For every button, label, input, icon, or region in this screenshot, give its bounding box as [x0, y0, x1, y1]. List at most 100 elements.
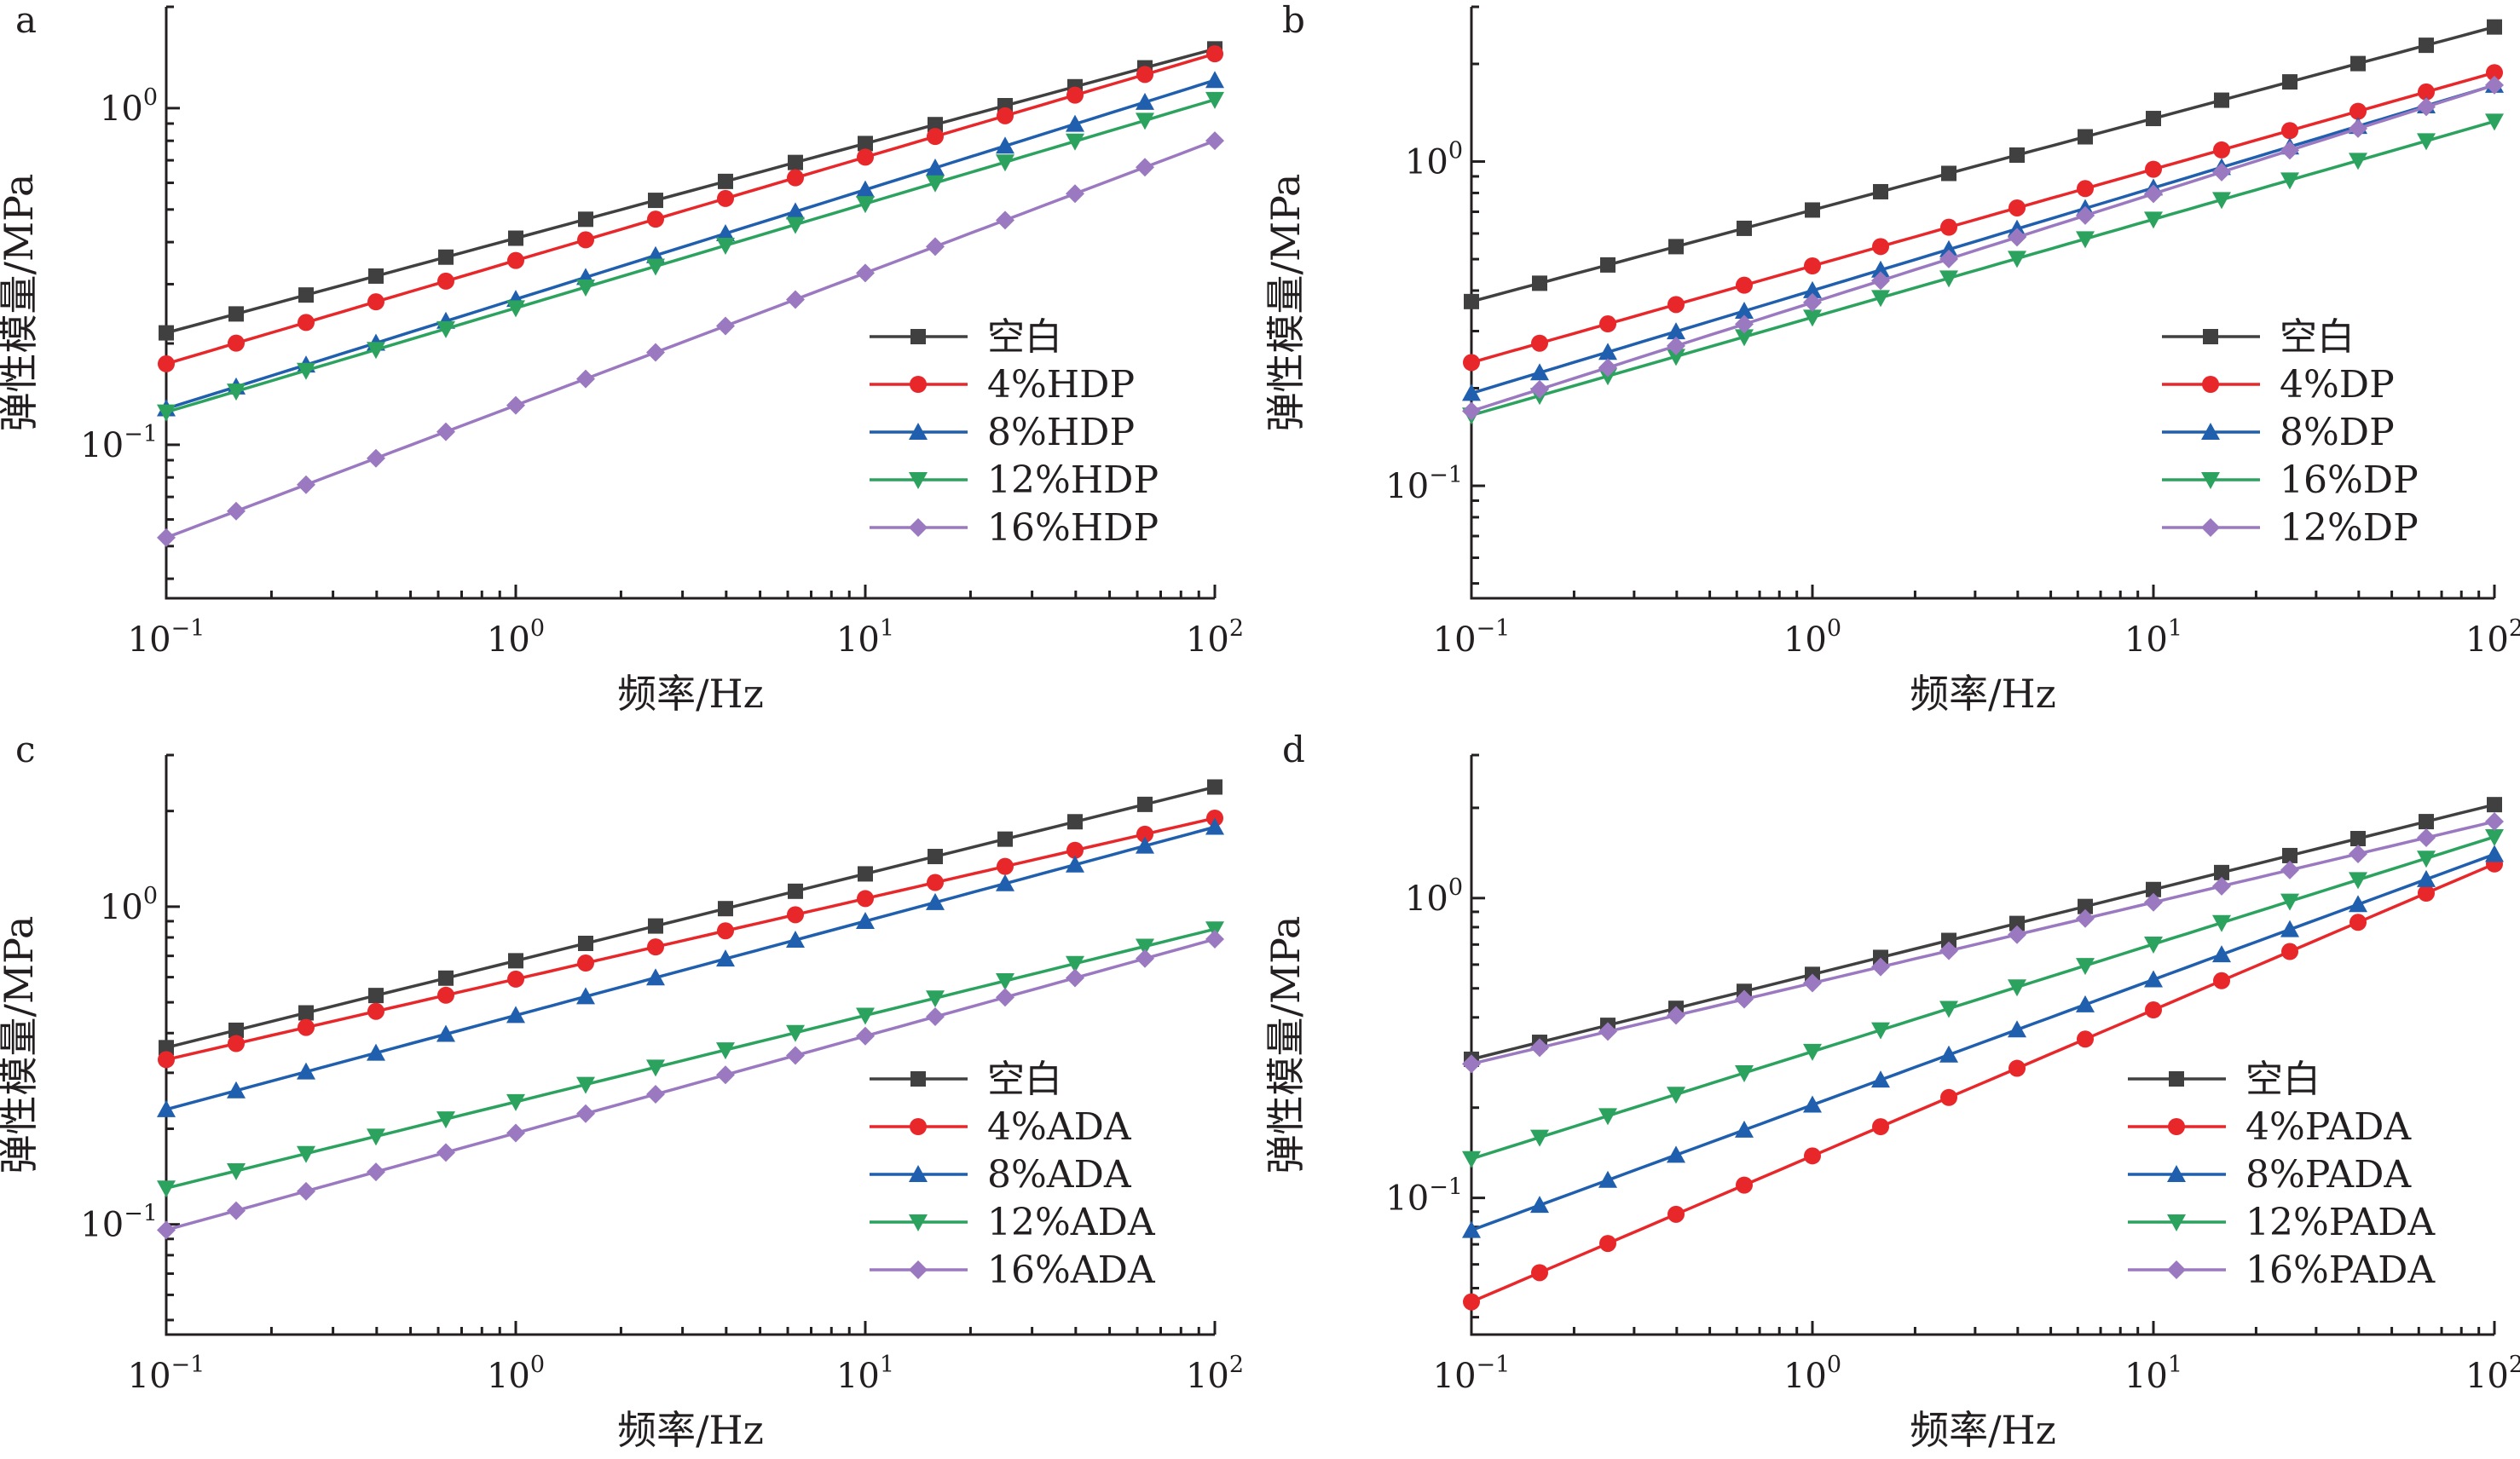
- legend-label: 12%ADA: [987, 1201, 1156, 1244]
- data-point: [1066, 955, 1084, 973]
- data-point: [2417, 133, 2436, 151]
- y-axis-label: 弹性模量/MPa: [1267, 916, 1309, 1174]
- series-line: [1471, 862, 2495, 1304]
- panel-label: a: [15, 0, 37, 41]
- y-tick-label: 10−1: [1385, 1174, 1463, 1219]
- data-point: [2009, 147, 2025, 164]
- y-tick-label: 100: [1405, 138, 1463, 182]
- data-point: [996, 988, 1014, 1007]
- chart-panel-a: a 10−1 100 101 102 10−1 100 频率/Hz 弹性模量/MPa 空白4%HD…: [0, 0, 1244, 717]
- x-tick-label: 100: [487, 615, 545, 660]
- data-point: [2212, 945, 2231, 963]
- data-point: [507, 970, 524, 988]
- data-point: [1939, 1001, 1958, 1018]
- data-point: [2485, 812, 2504, 832]
- data-point: [577, 231, 594, 249]
- series-8%PADA: [1462, 845, 2504, 1238]
- data-point: [646, 1059, 665, 1077]
- data-point: [438, 249, 454, 265]
- series-16%ADA: [157, 930, 1224, 1240]
- data-point: [1735, 314, 1754, 334]
- series-line: [1471, 71, 2495, 365]
- x-axis-label: 频率/Hz: [1910, 671, 2056, 717]
- data-point: [2419, 37, 2434, 54]
- data-point: [2144, 970, 2163, 988]
- data-point: [2417, 828, 2436, 847]
- data-point: [1803, 973, 1822, 993]
- data-point: [1735, 989, 1754, 1009]
- data-point: [1530, 1196, 1549, 1214]
- data-point: [158, 355, 175, 372]
- data-point: [2214, 92, 2229, 108]
- panel-label: c: [15, 730, 36, 770]
- data-point: [2144, 936, 2163, 954]
- data-point: [297, 1062, 315, 1080]
- data-point: [2349, 118, 2367, 138]
- data-point: [1464, 293, 1479, 309]
- data-point: [2350, 55, 2366, 72]
- data-point: [786, 202, 805, 220]
- legend-marker: [910, 329, 926, 344]
- data-point: [2212, 162, 2231, 182]
- data-point: [227, 1162, 246, 1180]
- data-point: [2282, 847, 2297, 863]
- data-point: [786, 216, 805, 234]
- data-point: [1136, 112, 1154, 130]
- data-point: [367, 342, 385, 360]
- data-point: [1803, 1043, 1822, 1061]
- data-point: [576, 987, 595, 1005]
- data-point: [1940, 218, 1957, 236]
- series-line: [165, 78, 1216, 411]
- data-point: [2076, 958, 2095, 976]
- data-point: [436, 1111, 455, 1129]
- data-point: [2144, 184, 2163, 204]
- data-point: [718, 173, 733, 189]
- data-point: [2144, 892, 2163, 912]
- x-tick-label: 100: [1783, 1352, 1841, 1396]
- data-point: [227, 501, 246, 521]
- data-point: [1599, 1235, 1616, 1253]
- series-line: [165, 937, 1216, 1231]
- data-point: [1873, 183, 1888, 199]
- data-point: [647, 210, 664, 228]
- data-point: [1066, 184, 1084, 204]
- data-point: [1871, 957, 1890, 977]
- series-line: [165, 98, 1216, 414]
- data-point: [438, 970, 454, 986]
- x-tick-label: 101: [836, 1352, 894, 1396]
- series-line: [1471, 803, 2495, 1061]
- series-line: [165, 825, 1216, 1111]
- y-tick-label: 10−1: [1385, 462, 1463, 506]
- data-point: [367, 1162, 385, 1182]
- data-point: [2417, 869, 2436, 887]
- series-16%PADA: [1462, 812, 2504, 1074]
- legend-marker: [2201, 518, 2220, 537]
- data-point: [157, 528, 176, 547]
- data-point: [1598, 358, 1617, 378]
- data-point: [2145, 1001, 2162, 1019]
- data-point: [1735, 1120, 1754, 1138]
- chart-panel-c: c 10−1 100 101 102 10−1 100 频率/Hz 弹性模量/MPa 空白4%AD…: [0, 730, 1244, 1453]
- y-tick-label: 100: [100, 84, 158, 129]
- legend-marker: [909, 1214, 928, 1231]
- data-point: [1736, 1176, 1753, 1194]
- data-point: [1066, 114, 1084, 132]
- x-tick-label: 102: [1186, 1352, 1244, 1396]
- data-point: [157, 1220, 176, 1240]
- data-point: [2280, 920, 2299, 937]
- y-axis-label: 弹性模量/MPa: [0, 916, 42, 1174]
- data-point: [788, 883, 803, 899]
- series-8%ADA: [157, 817, 1224, 1117]
- data-point: [1136, 92, 1154, 110]
- data-point: [2076, 231, 2095, 249]
- data-point: [157, 404, 176, 422]
- series-line: [165, 52, 1216, 366]
- data-point: [856, 1026, 875, 1046]
- data-point: [926, 158, 945, 176]
- data-point: [2418, 885, 2435, 903]
- data-point: [298, 287, 314, 303]
- data-point: [2008, 251, 2026, 268]
- data-point: [1136, 66, 1153, 84]
